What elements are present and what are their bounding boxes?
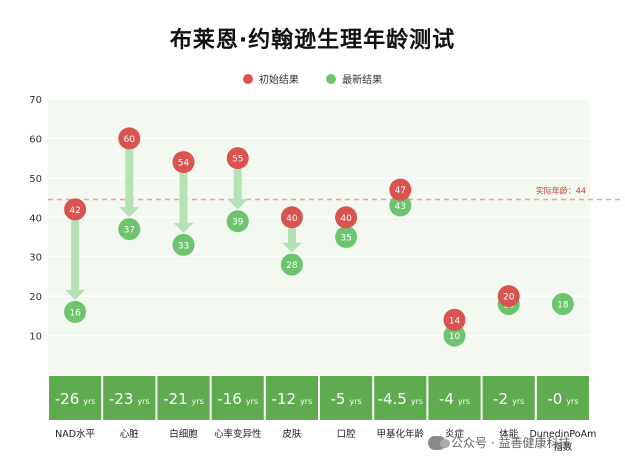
difference-box (536, 376, 589, 420)
initial-point (335, 206, 358, 229)
difference-box (428, 376, 481, 420)
difference-box (157, 376, 210, 420)
difference-label: -21 yrs (163, 390, 204, 408)
initial-point (64, 198, 87, 221)
latest-point-label: 33 (178, 241, 189, 251)
change-arrow (227, 169, 248, 210)
difference-label: -12 yrs (272, 390, 313, 408)
initial-point-label: 60 (124, 135, 136, 145)
y-tick-label: 50 (29, 174, 42, 185)
change-arrow (173, 173, 194, 233)
latest-point-label: 18 (557, 301, 569, 311)
latest-point (64, 300, 87, 323)
initial-point-label: 40 (286, 214, 298, 224)
x-tick-label: 皮肤 (282, 428, 302, 440)
latest-point (335, 226, 358, 248)
y-tick-label: 60 (29, 134, 42, 145)
legend-dot-latest (326, 73, 337, 84)
legend-label-initial: 初始结果 (258, 75, 299, 86)
x-tick-label: DunedinPoAm (529, 429, 596, 440)
y-tick-label: 20 (29, 292, 42, 303)
difference-label: -23 yrs (109, 390, 150, 408)
difference-box (320, 376, 373, 420)
initial-point-label: 40 (340, 214, 352, 224)
difference-box (374, 376, 427, 420)
latest-point-label: 35 (340, 234, 351, 244)
difference-box (482, 376, 535, 420)
difference-label: -5 yrs (331, 390, 362, 408)
initial-point (443, 308, 466, 331)
plot-background (48, 99, 590, 375)
watermark: 公众号 · 益善健康科技 (428, 434, 570, 451)
initial-point-label: 47 (395, 186, 406, 196)
difference-label: -4 yrs (439, 390, 470, 408)
initial-point (226, 147, 249, 170)
change-arrow (281, 228, 302, 253)
initial-point-label: 14 (449, 316, 461, 326)
initial-point (497, 285, 520, 308)
x-tick-label: 指数 (553, 441, 573, 453)
x-tick-label: 口腔 (337, 428, 357, 440)
reference-line-label: 实际年龄：44 (536, 186, 586, 196)
latest-point-label: 10 (449, 332, 461, 342)
latest-point (551, 293, 574, 316)
initial-point (118, 127, 141, 150)
initial-point (172, 151, 195, 174)
legend-item-latest: 最新结果 (326, 71, 382, 86)
initial-point-label: 42 (69, 206, 80, 216)
difference-label: -16 yrs (217, 390, 258, 408)
y-tick-label: 40 (29, 213, 42, 224)
initial-point (280, 206, 303, 229)
legend-label-latest: 最新结果 (342, 75, 383, 86)
latest-point (226, 210, 249, 233)
x-tick-label: 心脏 (120, 428, 140, 440)
latest-point (172, 233, 195, 256)
difference-box (211, 376, 264, 420)
difference-label: -4.5 yrs (378, 390, 423, 408)
x-tick-label: NAD水平 (55, 428, 95, 440)
latest-point-label: 16 (69, 308, 81, 318)
difference-box (265, 376, 318, 420)
wechat-icon (428, 435, 450, 450)
change-arrow (119, 149, 140, 218)
chart-title: 布莱恩·约翰逊生理年龄测试 (169, 28, 456, 53)
x-tick-label: 体能 (499, 428, 519, 440)
difference-label: -0 yrs (547, 390, 578, 408)
y-tick-label: 70 (29, 95, 42, 106)
latest-point-label: 39 (232, 218, 244, 228)
watermark-text: 公众号 · 益善健康科技 (451, 436, 571, 450)
initial-point-label: 54 (178, 159, 190, 169)
latest-point-label: 37 (124, 226, 135, 236)
latest-point (443, 324, 466, 347)
change-arrow (65, 220, 86, 300)
latest-point-label: 28 (286, 261, 298, 271)
difference-box (103, 376, 156, 420)
initial-point (389, 178, 412, 201)
initial-point-label: 55 (232, 155, 243, 165)
latest-point (389, 194, 412, 217)
difference-label: -26 yrs (55, 390, 96, 408)
difference-box (49, 376, 102, 420)
difference-label: -2 yrs (493, 390, 524, 408)
x-tick-label: 心率变异性 (214, 428, 262, 440)
y-tick-label: 30 (29, 253, 42, 264)
legend: 初始结果 最新结果 (0, 71, 625, 87)
x-tick-label: 甲基化年龄 (377, 428, 425, 440)
latest-point (118, 218, 141, 241)
latest-point-label: 43 (395, 202, 406, 212)
legend-dot-initial (242, 73, 253, 84)
x-tick-label: 炎症 (445, 428, 465, 440)
initial-point-label: 20 (503, 293, 515, 303)
x-tick-label: 白细胞 (169, 428, 198, 440)
legend-item-initial: 初始结果 (242, 71, 299, 86)
y-tick-label: 10 (29, 332, 42, 343)
latest-point (280, 253, 303, 276)
